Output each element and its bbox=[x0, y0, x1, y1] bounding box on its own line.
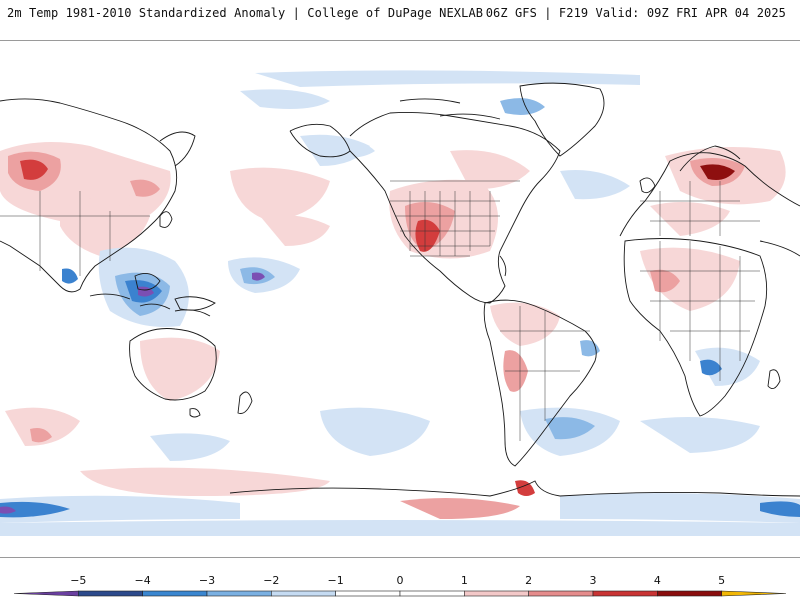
europe-borders bbox=[640, 181, 760, 236]
florida-coast bbox=[499, 255, 507, 277]
coastline-layer bbox=[0, 82, 800, 497]
antarctic-peninsula-warm bbox=[515, 480, 535, 496]
border-layer bbox=[0, 180, 760, 441]
colorbar-segment bbox=[335, 590, 401, 597]
colorbar-tick-label: −5 bbox=[70, 574, 86, 587]
southern-ocean-warm bbox=[80, 467, 330, 496]
hudson-cold bbox=[330, 139, 375, 158]
colorbar-tick-label: 4 bbox=[654, 574, 661, 587]
colorbar-legend: −5 −4 −3 −2 −1 0 1 2 3 4 5 bbox=[13, 574, 787, 597]
south-pacific-cold bbox=[320, 407, 430, 456]
africa-borders bbox=[640, 241, 760, 381]
australia-warm bbox=[140, 337, 220, 401]
arctic-cold-band bbox=[255, 70, 640, 87]
colorbar-segment bbox=[464, 590, 529, 597]
antarctic-cold-core-east bbox=[760, 501, 800, 517]
south-africa-cold-core bbox=[700, 359, 722, 376]
greenland-cold bbox=[500, 98, 545, 115]
colorbar-tick-label: 1 bbox=[461, 574, 468, 587]
africa-coast bbox=[623, 238, 768, 417]
antarctic-cold-core-west bbox=[0, 501, 70, 518]
asia-borders bbox=[0, 191, 150, 276]
new-zealand-coast bbox=[237, 391, 253, 414]
colorbar-segments bbox=[13, 590, 787, 597]
antarctic-warm bbox=[400, 497, 520, 519]
colorbar-tick-label: −3 bbox=[199, 574, 215, 587]
borneo-coast bbox=[134, 272, 161, 291]
new-guinea-coast bbox=[174, 296, 216, 311]
tasman-cold bbox=[150, 433, 230, 461]
south-indian-warm-core bbox=[30, 428, 52, 443]
colorbar-segment bbox=[721, 590, 787, 597]
amazon-warm bbox=[490, 302, 560, 346]
colorbar-segment bbox=[78, 590, 143, 597]
colorbar-tick-label: 0 bbox=[397, 574, 404, 587]
canada-warm bbox=[450, 150, 530, 190]
anomaly-fill-layer bbox=[0, 70, 800, 536]
central-pacific-cold-extreme bbox=[252, 272, 265, 281]
uk-coast bbox=[639, 177, 656, 194]
colorbar-segment bbox=[592, 590, 658, 597]
colorbar-tick-label: 2 bbox=[525, 574, 532, 587]
madagascar-coast bbox=[767, 369, 781, 390]
colorbar-tick-label: −2 bbox=[263, 574, 279, 587]
siberia-warm-max bbox=[20, 159, 48, 180]
southwest-warm-strong bbox=[415, 219, 440, 252]
scandinavia-coast bbox=[679, 145, 741, 172]
antarctic-cold-band bbox=[0, 495, 240, 523]
bay-bengal-cold bbox=[62, 268, 78, 284]
antarctica-coast bbox=[229, 480, 800, 497]
scandinavia-warm-max bbox=[700, 164, 735, 180]
canadian-archipelago bbox=[399, 98, 501, 120]
anomaly-map bbox=[0, 40, 800, 558]
south-america-coast bbox=[483, 299, 597, 467]
colorbar-segment bbox=[206, 590, 272, 597]
south-atlantic-cold-core bbox=[545, 417, 595, 440]
colorbar-segment bbox=[271, 590, 336, 597]
colorbar-segment bbox=[399, 590, 465, 597]
colorbar-segment bbox=[657, 590, 722, 597]
colorbar-tick-label: −1 bbox=[328, 574, 344, 587]
polar-cold-patch bbox=[240, 89, 330, 109]
north-america-coast bbox=[349, 111, 561, 304]
colorbar-segment bbox=[142, 590, 208, 597]
south-africa-cold bbox=[695, 347, 760, 386]
sahel-warm-core bbox=[650, 269, 680, 293]
kamchatka-coast bbox=[159, 131, 196, 167]
south-indian-warm bbox=[5, 407, 80, 446]
east-asia-warm-core bbox=[130, 179, 160, 197]
map-canvas bbox=[0, 70, 800, 536]
subtropic-warm bbox=[260, 214, 330, 246]
south-america-borders bbox=[500, 306, 590, 441]
asia-coastline bbox=[0, 98, 178, 293]
colorbar-tick-label: 5 bbox=[718, 574, 725, 587]
east-asia-warm bbox=[60, 198, 150, 256]
antarctic-cold-band-east bbox=[560, 493, 800, 523]
colorbar-segment bbox=[13, 590, 79, 597]
north-atlantic-cold bbox=[560, 170, 630, 200]
greenland-coast bbox=[519, 82, 605, 157]
antarctic-cold-extreme bbox=[0, 506, 16, 514]
model-run-label: 06Z GFS | F219 Valid: 09Z FRI APR 04 202… bbox=[485, 6, 786, 20]
colorbar-labels: −5 −4 −3 −2 −1 0 1 2 3 4 5 bbox=[70, 574, 725, 587]
south-indian-cold bbox=[640, 417, 760, 453]
north-pacific-warm bbox=[230, 167, 330, 221]
brazil-cold bbox=[580, 340, 600, 357]
us-state-grid bbox=[390, 191, 500, 256]
arabia-coast bbox=[759, 240, 800, 257]
tasmania-coast bbox=[189, 408, 201, 418]
antarctic-bottom-band bbox=[0, 520, 800, 536]
australia-coast bbox=[129, 328, 217, 401]
colorbar-tick-label: 3 bbox=[590, 574, 597, 587]
colorbar-tick-label: −4 bbox=[135, 574, 151, 587]
map-title: 2m Temp 1981-2010 Standardized Anomaly |… bbox=[7, 6, 484, 20]
japan-islands bbox=[159, 211, 173, 228]
colorbar-segment bbox=[528, 590, 594, 597]
